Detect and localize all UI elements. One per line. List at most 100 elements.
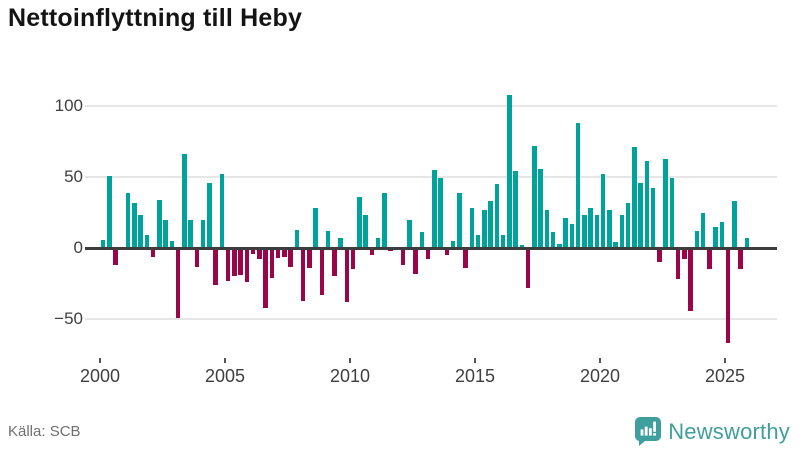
bar-2013-Q2	[432, 169, 437, 248]
bar-2003-Q4	[194, 248, 200, 267]
bar-2018-Q1	[550, 232, 556, 248]
bar-2013-Q4	[444, 248, 450, 256]
source-note: Källa: SCB	[8, 423, 81, 440]
bar-2004-Q2	[207, 182, 212, 248]
bar-2008-Q2	[307, 248, 312, 268]
bar-2021-Q3	[638, 182, 643, 248]
bar-2008-Q1	[300, 248, 306, 301]
bar-2009-Q3	[338, 238, 343, 248]
bar-2020-Q2	[607, 209, 612, 248]
bar-2020-Q3	[613, 242, 618, 248]
bar-2024-Q2	[707, 248, 712, 270]
bar-2007-Q2	[282, 248, 287, 257]
x-axis-tick-label: 2005	[204, 366, 246, 386]
x-axis-tick-label: 2010	[329, 366, 371, 386]
x-axis-tick-label: 2020	[579, 366, 621, 386]
bar-2004-Q3	[213, 248, 218, 285]
bar-2012-Q4	[419, 232, 425, 248]
bar-2007-Q4	[294, 229, 300, 248]
bar-2012-Q3	[413, 248, 418, 274]
bar-2009-Q4	[344, 248, 350, 302]
bar-2024-Q1	[700, 212, 706, 248]
bar-2016-Q2	[507, 94, 512, 248]
bar-2006-Q2	[257, 248, 262, 260]
bar-2022-Q3	[663, 158, 668, 248]
bar-2005-Q2	[232, 248, 237, 277]
bar-2025-Q1	[725, 248, 731, 344]
bar-2010-Q2	[357, 196, 362, 248]
bar-2003-Q3	[188, 219, 193, 248]
bar-2003-Q2	[182, 154, 187, 248]
bar-2005-Q1	[225, 248, 231, 281]
bar-2016-Q1	[500, 235, 506, 248]
bar-2008-Q3	[313, 208, 318, 248]
bar-2010-Q3	[363, 215, 368, 248]
y-axis-tick-label: 100	[54, 96, 83, 115]
bar-2015-Q4	[494, 184, 500, 248]
bar-2014-Q2	[457, 192, 462, 248]
bar-2011-Q2	[382, 192, 387, 248]
bar-2023-Q4	[694, 231, 700, 248]
bar-2025-Q3	[738, 248, 743, 270]
bar-2016-Q3	[513, 171, 518, 248]
x-axis-tick-label: 2025	[704, 366, 746, 386]
bar-2001-Q1	[125, 192, 131, 248]
bar-2012-Q1	[400, 248, 406, 265]
bar-2009-Q1	[325, 231, 331, 248]
x-axis-tick	[599, 358, 601, 363]
bar-2000-Q3	[113, 248, 118, 265]
bar-2024-Q3	[713, 226, 718, 248]
bar-2006-Q4	[269, 248, 275, 278]
bar-2011-Q1	[375, 238, 381, 248]
gridline-y-50	[85, 318, 777, 320]
chart-title: Nettoinflyttning till Heby	[8, 4, 303, 32]
bar-2010-Q4	[369, 248, 375, 256]
x-axis-tick	[224, 358, 226, 363]
bar-2000-Q1	[100, 239, 106, 248]
bar-2025-Q2	[732, 201, 737, 248]
gridline-y100	[85, 105, 777, 107]
bar-2004-Q4	[219, 174, 225, 248]
bar-2000-Q2	[107, 175, 112, 248]
bar-2019-Q2	[582, 215, 587, 248]
bar-2001-Q3	[138, 215, 143, 248]
bar-2017-Q3	[538, 168, 543, 248]
bar-2002-Q2	[157, 199, 162, 248]
bar-2023-Q1	[675, 248, 681, 280]
bar-2020-Q4	[619, 215, 625, 248]
bar-2002-Q1	[150, 248, 156, 257]
bar-2007-Q3	[288, 248, 293, 267]
bar-2004-Q1	[200, 219, 206, 248]
x-axis-tick-label: 2015	[454, 366, 496, 386]
bar-2017-Q2	[532, 145, 537, 248]
bar-2008-Q4	[319, 248, 325, 295]
bar-2019-Q4	[594, 215, 600, 248]
bar-2006-Q1	[250, 248, 256, 254]
bar-2015-Q1	[475, 235, 481, 248]
bar-2007-Q1	[275, 248, 281, 258]
bar-2019-Q3	[588, 208, 593, 248]
bar-2001-Q2	[132, 202, 137, 248]
bar-2013-Q3	[438, 178, 443, 248]
bar-2002-Q4	[169, 240, 175, 248]
brand-name: Newsworthy	[668, 418, 790, 444]
bar-2010-Q1	[350, 248, 356, 270]
y-axis-tick-label: −50	[54, 309, 83, 328]
x-axis-tick	[99, 358, 101, 363]
bar-2018-Q2	[557, 243, 562, 248]
bar-2003-Q1	[175, 248, 181, 318]
bar-2016-Q4	[519, 245, 525, 248]
x-axis-tick	[474, 358, 476, 363]
bar-2012-Q2	[407, 219, 412, 248]
y-axis-tick-label: 0	[73, 238, 83, 257]
bar-2023-Q2	[682, 248, 687, 260]
brand-logo: Newsworthy	[635, 417, 790, 446]
x-axis-tick	[349, 358, 351, 363]
bar-2019-Q1	[575, 123, 581, 248]
bar-2018-Q4	[569, 223, 575, 248]
bar-2015-Q2	[482, 209, 487, 248]
bar-2021-Q4	[644, 161, 650, 248]
bar-2022-Q2	[657, 248, 662, 263]
